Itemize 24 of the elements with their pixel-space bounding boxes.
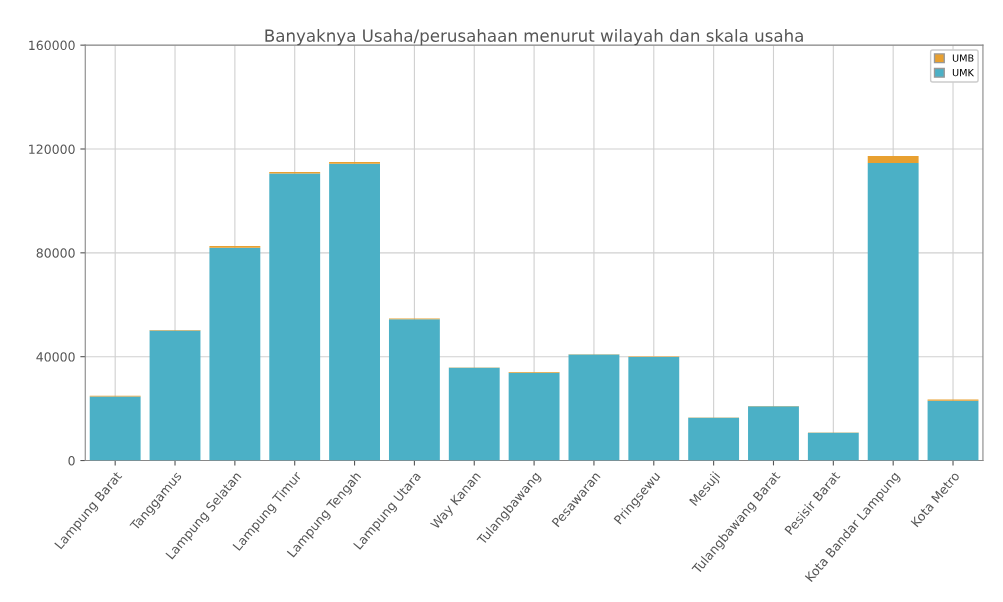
bar <box>448 367 500 461</box>
bar <box>209 247 261 461</box>
bar <box>388 319 440 461</box>
bar <box>89 396 141 461</box>
legend-label: UMK <box>952 69 975 77</box>
bar <box>329 163 380 461</box>
chart-title: Banyaknya Usaha/perusahaan menurut wilayah dan skala usaha <box>265 29 803 46</box>
bar <box>149 330 201 461</box>
bar <box>748 406 799 461</box>
bar <box>927 400 979 461</box>
y-tick-label: 80000 <box>36 248 75 258</box>
bar <box>807 432 859 461</box>
bar <box>568 354 620 461</box>
bar <box>688 417 740 461</box>
y-tick-label: 120000 <box>29 144 75 154</box>
y-tick-label: 160000 <box>29 40 75 51</box>
bar <box>269 173 321 461</box>
bar <box>867 163 919 461</box>
bar <box>867 156 919 164</box>
y-tick-label: 0 <box>68 456 75 466</box>
y-tick-label: 40000 <box>36 352 75 362</box>
bar <box>628 356 680 461</box>
legend-label: UMB <box>952 54 974 62</box>
bar <box>508 372 560 461</box>
